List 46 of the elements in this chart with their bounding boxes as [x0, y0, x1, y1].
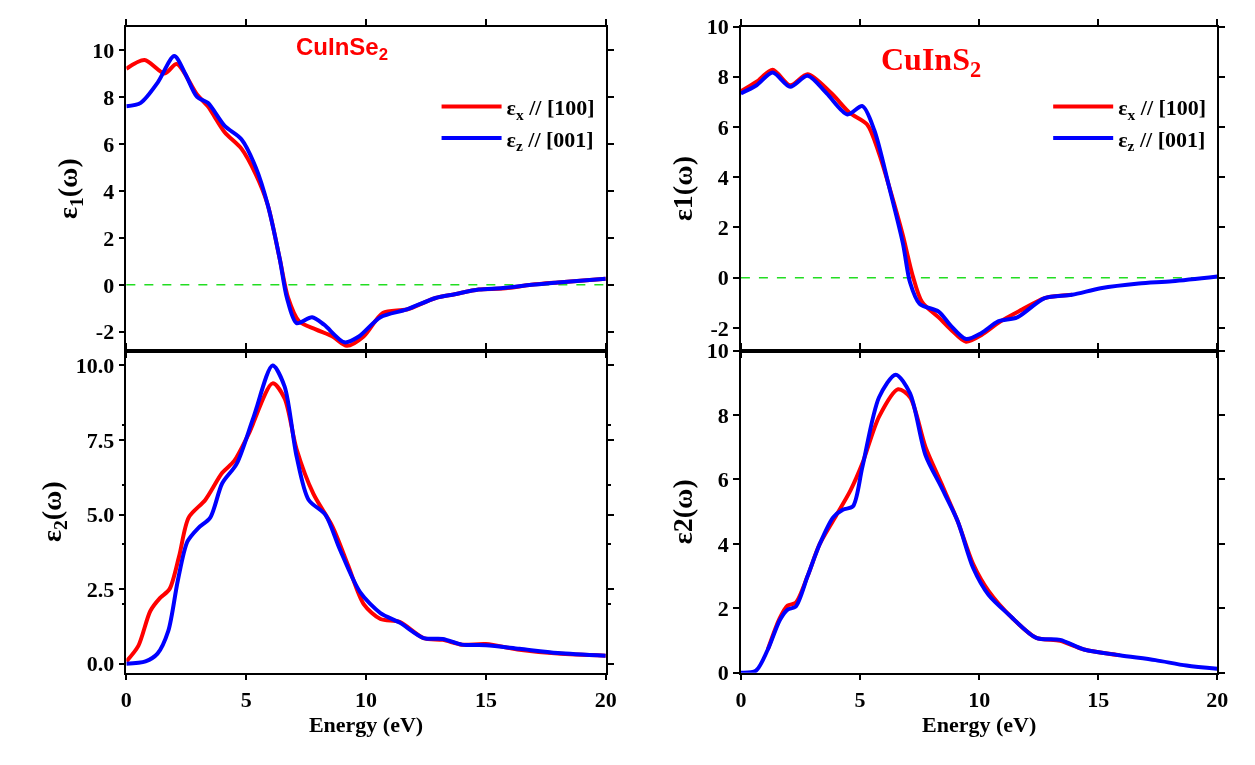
y-axis-title: ε2(ω): [666, 479, 698, 545]
y-tick-label: -2: [95, 319, 115, 345]
x-tick-label: 0: [120, 686, 132, 712]
y-tick-label: 2.5: [86, 576, 115, 602]
chart-title: CuInSe$_{2}$: [296, 33, 389, 65]
y-tick-label: 7.5: [86, 427, 115, 453]
x-axis-title: Energy (eV): [922, 711, 1037, 737]
legend-label: ε$_{x}$ // [100]: [506, 95, 595, 123]
x-axis-title: Energy (eV): [308, 711, 424, 737]
y-tick-label: 6: [717, 114, 729, 140]
y-tick-label: -2: [710, 315, 729, 341]
line-series: [740, 372, 1218, 673]
y-tick-label: 8: [717, 64, 729, 90]
x-tick-label: 10: [968, 686, 991, 712]
y-tick-label: 10: [706, 338, 729, 364]
y-tick-label: 10: [92, 37, 115, 63]
y-tick-label: 4: [717, 531, 729, 557]
y-tick-label: 10: [706, 14, 729, 40]
y-tick-label: 8: [717, 402, 729, 428]
y-tick-label: 2: [103, 225, 115, 251]
y-tick-label: 6: [103, 131, 115, 157]
y-tick-label: 0: [717, 265, 729, 291]
y-tick-label: 4: [103, 178, 115, 204]
x-tick-label: 15: [1087, 686, 1110, 712]
legend-label: ε$_{z}$ // [001]: [1118, 126, 1206, 155]
x-tick-label: 10: [355, 686, 378, 712]
y-tick-label: 8: [103, 84, 115, 110]
x-tick-label: 20: [1206, 686, 1229, 712]
legend-label: ε$_{x}$ // [100]: [1118, 95, 1207, 123]
x-tick-label: 5: [854, 686, 866, 712]
legend-label: ε$_{z}$ // [001]: [506, 126, 594, 155]
y-tick-label: 4: [717, 164, 729, 190]
x-tick-label: 0: [735, 686, 747, 712]
y-tick-label: 10.0: [75, 353, 115, 379]
y-tick-label: 6: [717, 467, 729, 493]
x-tick-label: 20: [594, 686, 617, 712]
y-tick-label: 2: [717, 215, 729, 241]
y-tick-label: 0.0: [86, 651, 115, 677]
y-tick-label: 0: [717, 660, 729, 686]
x-tick-label: 5: [240, 686, 252, 712]
x-tick-label: 15: [474, 686, 497, 712]
y-tick-label: 5.0: [86, 502, 115, 528]
text: CuInS$_{2}$: [881, 41, 982, 82]
y-axis-title: ε1(ω): [666, 156, 698, 222]
y-tick-label: 0: [103, 272, 115, 298]
y-tick-label: 2: [717, 595, 729, 621]
